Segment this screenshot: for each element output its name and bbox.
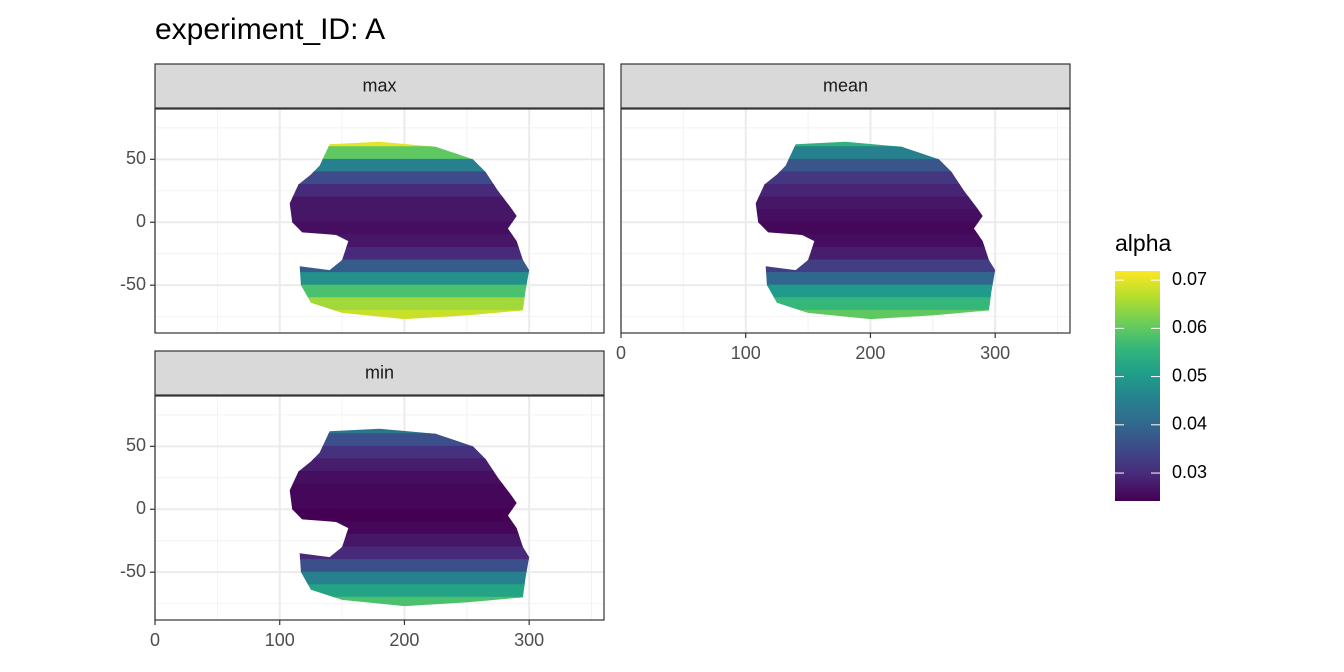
raster-band (289, 184, 530, 198)
raster-band (289, 521, 530, 535)
raster-band (289, 309, 530, 320)
raster-band (755, 196, 996, 211)
raster-band (289, 284, 530, 299)
y-tick-label: 50 (126, 435, 146, 455)
raster-band (289, 508, 530, 523)
y-tick-label: 50 (126, 148, 146, 168)
y-tick-label: -50 (120, 274, 146, 294)
raster-band (755, 246, 996, 261)
raster-band (289, 246, 530, 261)
raster-band (289, 141, 530, 148)
raster (755, 141, 996, 320)
strip-label: max (362, 75, 396, 95)
raster-band (289, 171, 530, 186)
legend-title: alpha (1115, 230, 1171, 256)
raster-band (289, 428, 530, 435)
raster-band (755, 171, 996, 186)
x-tick-label: 200 (855, 343, 885, 363)
chart-title: experiment_ID: A (155, 13, 385, 46)
strip-label: mean (823, 75, 868, 95)
x-tick-label: 200 (389, 630, 419, 650)
raster-band (289, 496, 530, 510)
colorbar-label: 0.04 (1172, 414, 1207, 434)
colorbar-label: 0.07 (1172, 269, 1207, 289)
raster-band (755, 309, 996, 320)
raster-band (289, 196, 530, 211)
x-tick-label: 100 (265, 630, 295, 650)
raster-band (289, 584, 530, 598)
raster-band (755, 141, 996, 148)
x-tick-label: 300 (514, 630, 544, 650)
raster-band (755, 209, 996, 223)
raster-band (289, 234, 530, 248)
raster-band (289, 571, 530, 586)
raster-band (289, 559, 530, 573)
panel-border (154, 395, 605, 621)
raster-band (755, 284, 996, 299)
raster-band (755, 221, 996, 236)
y-tick-label: 0 (136, 211, 146, 231)
raster-band (755, 297, 996, 311)
colorbar-label: 0.06 (1172, 317, 1207, 337)
y-tick-label: 0 (136, 498, 146, 518)
raster-band (289, 297, 530, 311)
raster-band (289, 272, 530, 286)
x-tick-label: 0 (150, 630, 160, 650)
colorbar (1115, 271, 1160, 501)
raster-band (755, 259, 996, 274)
colorbar-label: 0.03 (1172, 462, 1207, 482)
raster-band (755, 272, 996, 286)
colorbar-label: 0.05 (1172, 365, 1207, 385)
raster (289, 428, 530, 607)
x-tick-label: 0 (616, 343, 626, 363)
raster-band (289, 546, 530, 561)
raster-band (289, 221, 530, 236)
strip-label: min (365, 362, 394, 382)
strip (620, 63, 1071, 109)
raster-band (289, 596, 530, 607)
x-tick-label: 300 (980, 343, 1010, 363)
raster-band (289, 209, 530, 223)
raster-band (755, 184, 996, 198)
raster-band (289, 445, 530, 460)
raster-band (755, 158, 996, 173)
strip (154, 350, 605, 396)
y-tick-label: -50 (120, 561, 146, 581)
raster-band (289, 483, 530, 498)
raster-band (289, 158, 530, 173)
raster-band (289, 259, 530, 274)
x-tick-label: 100 (731, 343, 761, 363)
strip (154, 63, 605, 109)
raster-band (755, 234, 996, 248)
raster-band (289, 533, 530, 548)
panel-border (620, 108, 1071, 334)
raster-band (289, 471, 530, 485)
panel-border (154, 108, 605, 334)
raster-band (289, 458, 530, 473)
